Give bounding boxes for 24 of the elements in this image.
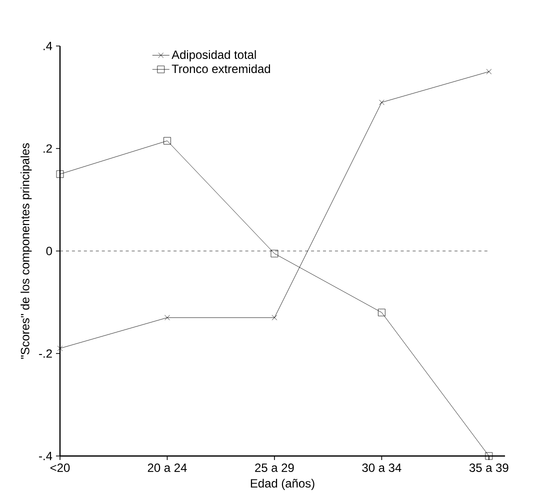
y-axis-title: "Scores" de los componentes principales (20, 143, 32, 359)
x-axis-title: Edad (años) (250, 478, 314, 490)
point (378, 308, 386, 316)
y-tick-label: -.2 (39, 349, 52, 358)
point (164, 314, 170, 320)
point (272, 314, 278, 320)
x-tick-label: 25 a 29 (255, 464, 294, 472)
point (270, 250, 278, 258)
x-tick-label: 30 a 34 (362, 464, 402, 472)
point (56, 170, 64, 178)
point (57, 346, 63, 352)
point (379, 100, 384, 106)
legend-label: Tronco extremidad (172, 64, 270, 74)
x-tick-label: 35 a 39 (469, 464, 508, 472)
point (485, 452, 493, 460)
legend-label: Adiposidad total (172, 50, 256, 62)
y-tick-label: .2 (44, 144, 52, 153)
point (164, 137, 171, 144)
point (486, 68, 492, 74)
y-tick-label: -.4 (39, 452, 52, 460)
y-tick-label: .4 (44, 42, 52, 50)
y-tick-label: 0 (46, 246, 52, 256)
x-tick-label: <20 (50, 464, 70, 472)
x-tick-label: 20 a 24 (148, 464, 187, 472)
